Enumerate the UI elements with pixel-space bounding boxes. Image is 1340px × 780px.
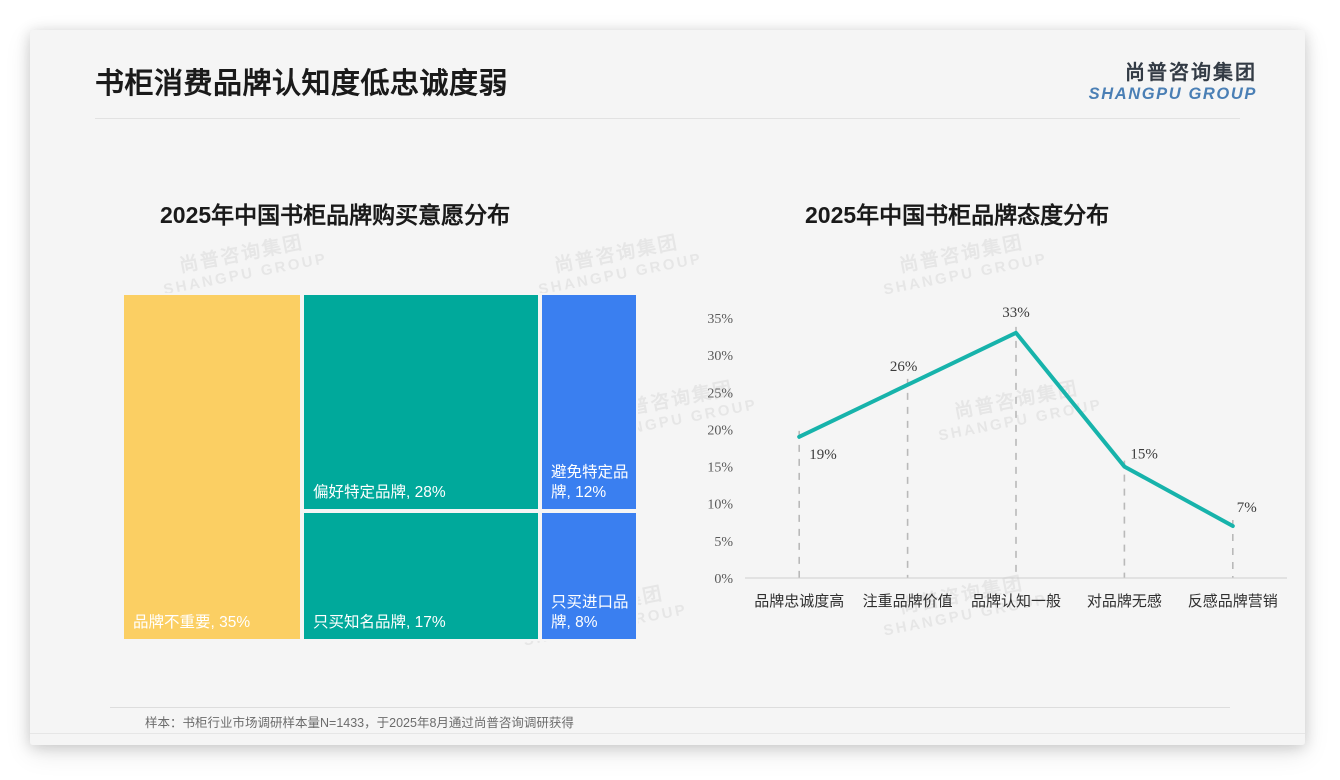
y-axis-tick-labels: 0% 5% 10% 15% 20% 25% 30% 35% xyxy=(707,312,733,587)
treemap-cell-label: 偏好特定品牌, 28% xyxy=(313,483,446,501)
treemap-column-2: 偏好特定品牌, 28% 只买知名品牌, 17% xyxy=(302,293,540,641)
x-axis-category-label[interactable]: 品牌忠诚度高 xyxy=(754,593,844,610)
y-axis-tick-label: 15% xyxy=(707,461,733,476)
watermark-cn: 尚普咨询集团 xyxy=(552,232,681,277)
treemap-chart: 品牌不重要, 35% 偏好特定品牌, 28% 只买知名品牌, 17% 避免特定品… xyxy=(122,293,638,641)
data-point-label: 7% xyxy=(1237,500,1257,516)
y-axis-tick-label: 0% xyxy=(714,572,733,587)
treemap-cell-only-imported-brand[interactable]: 只买进口品牌, 8% xyxy=(540,511,638,641)
x-axis-category-labels: 品牌忠诚度高 注重品牌价值 品牌认知一般 对品牌无感 反感品牌营销 xyxy=(754,593,1278,610)
footer-divider xyxy=(30,733,1305,734)
data-point-labels: 19% 26% 33% 15% 7% xyxy=(809,305,1257,516)
x-axis-category-label[interactable]: 品牌认知一般 xyxy=(971,593,1061,610)
treemap-cell-label: 品牌不重要, 35% xyxy=(133,613,251,631)
watermark-cn: 尚普咨询集团 xyxy=(177,232,306,277)
y-axis-tick-label: 30% xyxy=(707,349,733,364)
brand-name-en: SHANGPU GROUP xyxy=(1088,85,1257,103)
x-axis-category-label[interactable]: 对品牌无感 xyxy=(1087,593,1162,610)
slide-header: 书柜消费品牌认知度低忠诚度弱 尚普咨询集团 SHANGPU GROUP xyxy=(30,30,1305,120)
treemap-cell-label: 避免特定品牌, 12% xyxy=(551,464,629,501)
treemap-cell-prefer-specific-brand[interactable]: 偏好特定品牌, 28% xyxy=(302,293,540,511)
data-point-label: 33% xyxy=(1002,305,1030,321)
y-axis-tick-label: 35% xyxy=(707,312,733,327)
line-chart-title: 2025年中国书柜品牌态度分布 xyxy=(805,202,1110,228)
footnote-text: 样本：书柜行业市场调研样本量N=1433，于2025年8月通过尚普咨询调研获得 xyxy=(145,716,574,730)
slide-card: 书柜消费品牌认知度低忠诚度弱 尚普咨询集团 SHANGPU GROUP 尚普咨询… xyxy=(30,30,1305,745)
treemap-cell-label: 只买进口品牌, 8% xyxy=(551,594,629,631)
x-axis-gridlines xyxy=(798,326,1234,578)
x-axis-category-label[interactable]: 反感品牌营销 xyxy=(1188,593,1278,610)
page-title: 书柜消费品牌认知度低忠诚度弱 xyxy=(95,68,509,100)
watermark-cn: 尚普咨询集团 xyxy=(897,232,1026,277)
watermark-en: SHANGPU GROUP xyxy=(161,249,329,299)
watermark: 尚普咨询集团 SHANGPU GROUP xyxy=(158,228,329,298)
brand-name-cn: 尚普咨询集团 xyxy=(1125,62,1257,84)
treemap-column-1: 品牌不重要, 35% xyxy=(122,293,302,641)
y-axis-tick-label: 5% xyxy=(714,535,733,550)
y-axis-tick-label: 10% xyxy=(707,498,733,513)
line-chart-svg: 0% 5% 10% 15% 20% 25% 30% 35% 19% 26% 33% 15% 7% 品牌… xyxy=(707,305,1287,610)
data-point-label: 19% xyxy=(809,447,837,463)
data-point-label: 15% xyxy=(1130,447,1158,463)
treemap-cell-only-known-brand[interactable]: 只买知名品牌, 17% xyxy=(302,511,540,641)
brand-logo: 尚普咨询集团 SHANGPU GROUP xyxy=(1089,62,1257,103)
data-point-label: 26% xyxy=(890,359,918,375)
y-axis-tick-label: 25% xyxy=(707,386,733,401)
treemap-cell-avoid-specific-brand[interactable]: 避免特定品牌, 12% xyxy=(540,293,638,511)
x-axis-category-label[interactable]: 注重品牌价值 xyxy=(863,593,953,610)
line-series-path xyxy=(797,330,1235,528)
treemap-cell-brand-unimportant[interactable]: 品牌不重要, 35% xyxy=(122,293,302,641)
slide-footer: ©2025.10 SHANGPU GROUP www.shangpu-china… xyxy=(30,734,1305,745)
footnote-divider xyxy=(110,707,1230,708)
treemap-column-3: 避免特定品牌, 12% 只买进口品牌, 8% xyxy=(540,293,638,641)
line-chart: 0% 5% 10% 15% 20% 25% 30% 35% 19% 26% 33% 15% 7% 品牌… xyxy=(675,288,1295,618)
treemap-chart-title: 2025年中国书柜品牌购买意愿分布 xyxy=(160,202,511,228)
header-divider xyxy=(95,118,1240,119)
treemap-cell-label: 只买知名品牌, 17% xyxy=(313,613,446,631)
y-axis-tick-label: 20% xyxy=(707,423,733,438)
